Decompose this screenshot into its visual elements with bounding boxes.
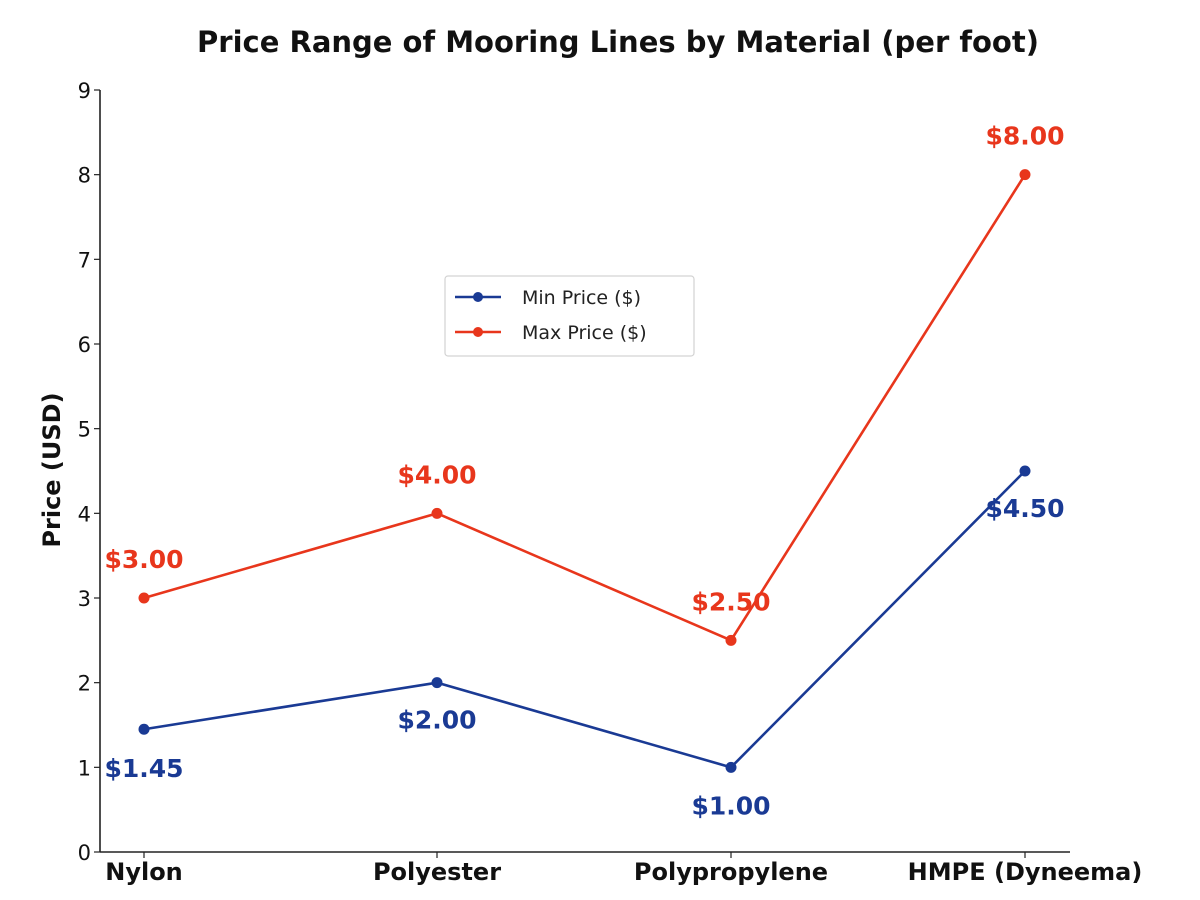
data-label-min-price: $1.45 bbox=[104, 754, 183, 783]
x-ticks: Nylon Polyester Polypropylene HMPE (Dyneema… bbox=[105, 852, 1142, 886]
y-tick-label: 6 bbox=[78, 333, 91, 357]
legend-label-max-price: Max Price ($) bbox=[522, 322, 647, 344]
series-line-min-price bbox=[143, 470, 1026, 769]
data-label-min-price: $4.50 bbox=[985, 494, 1064, 523]
data-point-min-price bbox=[1019, 465, 1031, 477]
data-label-max-price: $2.50 bbox=[691, 587, 770, 616]
y-tick-label: 7 bbox=[78, 248, 91, 272]
legend: Min Price ($) Max Price ($) bbox=[444, 275, 695, 357]
legend-marker-min-price bbox=[473, 292, 483, 302]
data-label-max-price: $8.00 bbox=[985, 122, 1064, 151]
data-point-min-price bbox=[431, 677, 443, 689]
data-labels: $1.45 $2.00 $1.00 $4.50 $3.00 $4.00 $2.50 $8.00 bbox=[104, 122, 1064, 821]
data-label-min-price: $1.00 bbox=[691, 791, 770, 820]
data-point-min-price bbox=[138, 723, 150, 735]
y-ticks: 0 1 2 3 4 5 6 7 8 9 bbox=[78, 79, 100, 865]
legend-box bbox=[444, 275, 695, 357]
data-label-max-price: $3.00 bbox=[104, 545, 183, 574]
data-label-max-price: $4.00 bbox=[397, 460, 476, 489]
y-tick-label: 0 bbox=[78, 841, 91, 865]
data-point-max-price bbox=[725, 634, 737, 646]
y-tick-label: 4 bbox=[78, 502, 91, 526]
y-tick-label: 3 bbox=[78, 587, 91, 611]
series-layer bbox=[138, 169, 1031, 773]
data-point-max-price bbox=[138, 592, 150, 604]
y-tick-label: 2 bbox=[78, 672, 91, 696]
legend-marker-max-price bbox=[473, 327, 483, 337]
y-tick-label: 1 bbox=[78, 756, 91, 780]
x-tick-label: HMPE (Dyneema) bbox=[908, 858, 1143, 886]
data-label-min-price: $2.00 bbox=[397, 706, 476, 735]
chart-title: Price Range of Mooring Lines by Material… bbox=[197, 25, 1039, 59]
data-point-max-price bbox=[1019, 169, 1031, 181]
y-tick-label: 5 bbox=[78, 418, 91, 442]
y-tick-label: 8 bbox=[78, 164, 91, 188]
y-axis-label: Price (USD) bbox=[38, 392, 66, 547]
data-point-max-price bbox=[431, 507, 443, 519]
series-line-max-price bbox=[143, 173, 1027, 642]
data-point-min-price bbox=[725, 761, 737, 773]
y-tick-label: 9 bbox=[78, 79, 91, 103]
x-tick-label: Nylon bbox=[105, 858, 183, 886]
x-tick-label: Polyester bbox=[373, 858, 501, 886]
x-tick-label: Polypropylene bbox=[634, 858, 828, 886]
legend-label-min-price: Min Price ($) bbox=[522, 287, 641, 309]
